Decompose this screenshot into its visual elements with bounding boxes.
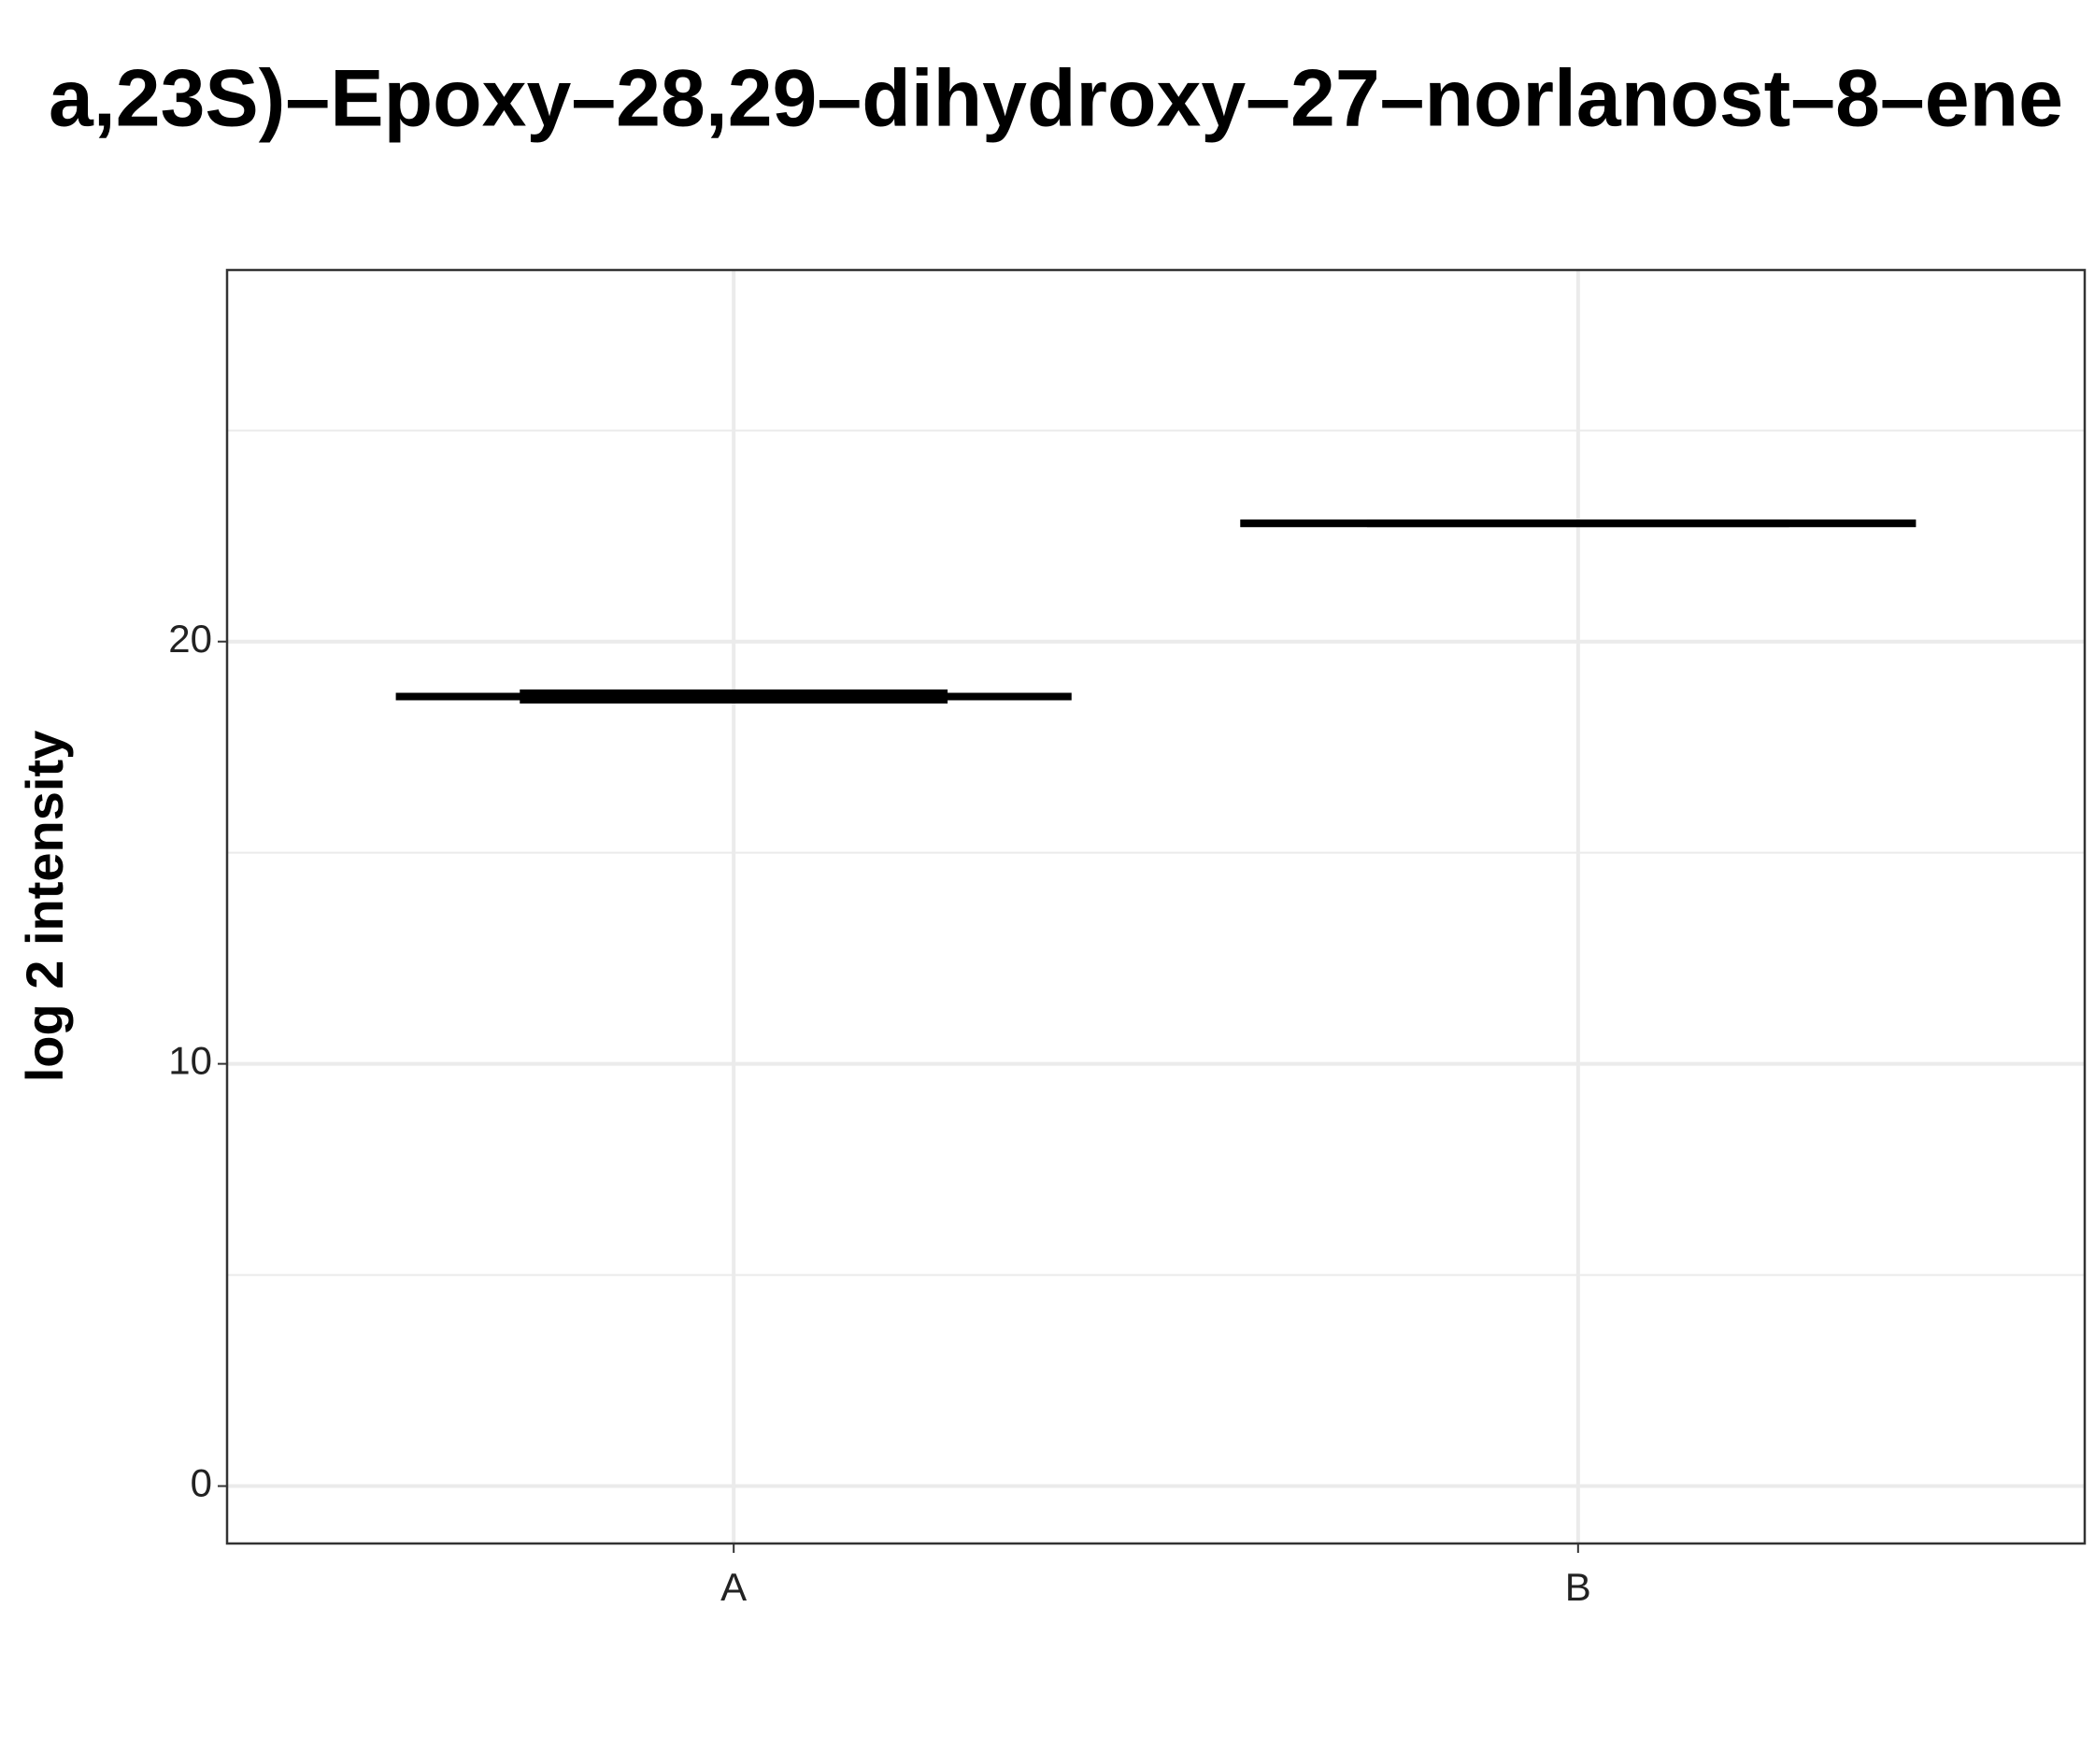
x-tick-label: B [1565, 1565, 1591, 1609]
y-tick-label: 20 [168, 617, 212, 661]
x-tick-label: A [720, 1565, 747, 1609]
y-axis-label: log 2 intensity [15, 731, 74, 1083]
y-tick-label: 10 [168, 1039, 212, 1083]
panel-border [225, 268, 2087, 1545]
chart-title: a,23S)–Epoxy–28,29–dihydroxy–27–norlanos… [49, 54, 2063, 144]
y-tick-label: 0 [191, 1461, 212, 1505]
